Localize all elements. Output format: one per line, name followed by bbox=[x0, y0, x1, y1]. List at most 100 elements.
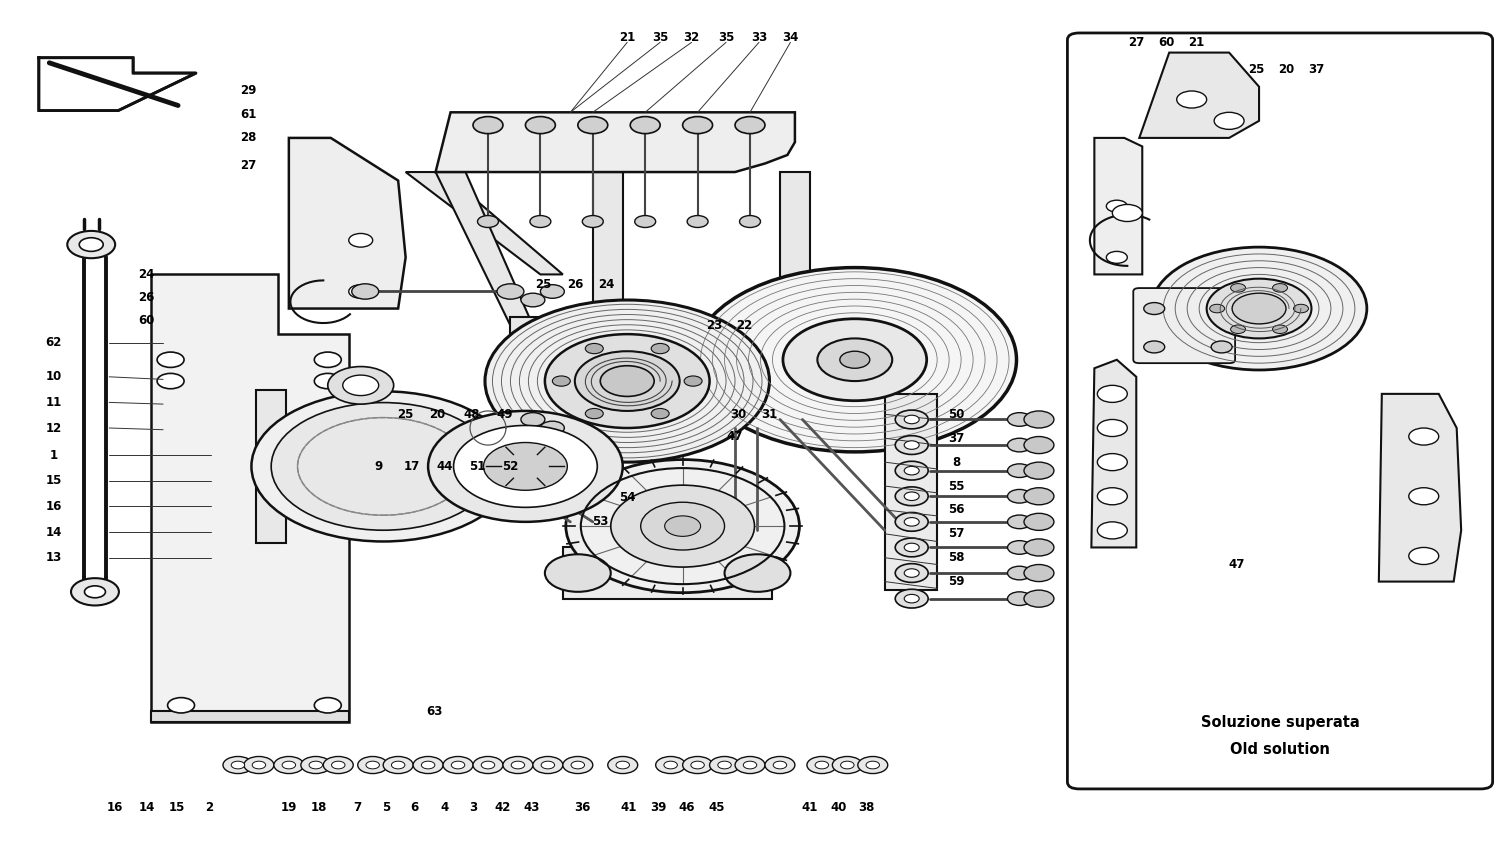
Circle shape bbox=[1024, 488, 1054, 505]
Text: 62: 62 bbox=[45, 336, 62, 349]
Circle shape bbox=[1008, 541, 1032, 555]
Circle shape bbox=[608, 757, 638, 774]
Circle shape bbox=[244, 757, 274, 774]
Circle shape bbox=[532, 757, 562, 774]
Text: 7: 7 bbox=[354, 801, 362, 814]
FancyBboxPatch shape bbox=[1134, 288, 1234, 363]
Circle shape bbox=[1113, 205, 1143, 222]
Circle shape bbox=[1272, 283, 1287, 292]
Text: 25: 25 bbox=[536, 278, 552, 291]
Circle shape bbox=[600, 366, 654, 396]
Circle shape bbox=[1107, 200, 1128, 212]
Circle shape bbox=[1144, 341, 1164, 353]
Polygon shape bbox=[510, 317, 585, 437]
Text: 22: 22 bbox=[736, 319, 752, 332]
Circle shape bbox=[540, 421, 564, 435]
Polygon shape bbox=[562, 548, 772, 598]
Text: Soluzione superata: Soluzione superata bbox=[1200, 715, 1359, 730]
Circle shape bbox=[483, 443, 567, 490]
Circle shape bbox=[682, 116, 712, 134]
Circle shape bbox=[616, 761, 630, 769]
Circle shape bbox=[542, 761, 555, 769]
Text: 9: 9 bbox=[375, 460, 382, 473]
Circle shape bbox=[520, 294, 544, 306]
Polygon shape bbox=[1092, 360, 1137, 548]
Text: Old solution: Old solution bbox=[1230, 742, 1330, 758]
Circle shape bbox=[540, 285, 564, 298]
Text: 32: 32 bbox=[684, 31, 699, 44]
Circle shape bbox=[520, 413, 544, 426]
Circle shape bbox=[427, 411, 622, 522]
Circle shape bbox=[348, 234, 372, 247]
Text: 8: 8 bbox=[952, 455, 960, 468]
Text: 42: 42 bbox=[495, 801, 512, 814]
Text: 12: 12 bbox=[45, 421, 62, 435]
Text: 58: 58 bbox=[948, 551, 964, 564]
Circle shape bbox=[904, 415, 920, 424]
Polygon shape bbox=[290, 138, 405, 308]
Circle shape bbox=[740, 216, 760, 228]
Circle shape bbox=[1230, 283, 1245, 292]
Circle shape bbox=[687, 216, 708, 228]
Circle shape bbox=[904, 467, 920, 475]
Circle shape bbox=[772, 761, 786, 769]
Text: 16: 16 bbox=[45, 500, 62, 513]
Circle shape bbox=[1024, 462, 1054, 479]
Text: 11: 11 bbox=[45, 396, 62, 409]
Circle shape bbox=[1024, 539, 1054, 556]
Circle shape bbox=[651, 408, 669, 419]
Circle shape bbox=[858, 757, 888, 774]
Circle shape bbox=[224, 757, 254, 774]
Circle shape bbox=[865, 761, 879, 769]
Circle shape bbox=[472, 116, 502, 134]
Circle shape bbox=[503, 757, 532, 774]
Circle shape bbox=[896, 589, 928, 608]
Circle shape bbox=[630, 116, 660, 134]
Circle shape bbox=[904, 518, 920, 526]
Text: 25: 25 bbox=[1248, 63, 1264, 76]
Circle shape bbox=[392, 761, 405, 769]
Text: 27: 27 bbox=[1128, 36, 1144, 49]
Circle shape bbox=[168, 698, 195, 713]
Text: 49: 49 bbox=[496, 407, 513, 421]
Circle shape bbox=[1024, 590, 1054, 607]
Polygon shape bbox=[152, 275, 348, 722]
Text: 21: 21 bbox=[1188, 36, 1204, 49]
Circle shape bbox=[783, 318, 927, 401]
Circle shape bbox=[735, 116, 765, 134]
Circle shape bbox=[896, 563, 928, 582]
Circle shape bbox=[482, 761, 495, 769]
Circle shape bbox=[1024, 564, 1054, 581]
Text: 52: 52 bbox=[503, 460, 519, 473]
Text: 59: 59 bbox=[948, 575, 964, 588]
Circle shape bbox=[332, 761, 345, 769]
Circle shape bbox=[80, 238, 104, 252]
Polygon shape bbox=[592, 172, 622, 360]
Circle shape bbox=[896, 513, 928, 532]
Text: 60: 60 bbox=[1158, 36, 1174, 49]
Circle shape bbox=[231, 761, 244, 769]
Circle shape bbox=[682, 757, 712, 774]
Text: 60: 60 bbox=[138, 314, 154, 327]
Circle shape bbox=[525, 116, 555, 134]
Text: 35: 35 bbox=[652, 31, 669, 44]
Circle shape bbox=[1098, 385, 1128, 402]
Circle shape bbox=[477, 216, 498, 228]
Text: 19: 19 bbox=[280, 801, 297, 814]
Circle shape bbox=[904, 594, 920, 603]
Text: 31: 31 bbox=[762, 407, 777, 421]
Circle shape bbox=[656, 757, 686, 774]
Circle shape bbox=[1008, 566, 1032, 580]
Circle shape bbox=[512, 761, 525, 769]
Text: 50: 50 bbox=[948, 407, 964, 421]
Text: 28: 28 bbox=[240, 132, 256, 145]
Polygon shape bbox=[885, 394, 938, 590]
Circle shape bbox=[1008, 413, 1032, 426]
Text: 13: 13 bbox=[45, 551, 62, 564]
Text: 10: 10 bbox=[45, 371, 62, 383]
Circle shape bbox=[158, 373, 184, 389]
Circle shape bbox=[1230, 325, 1245, 334]
Circle shape bbox=[1272, 325, 1287, 334]
Circle shape bbox=[640, 502, 724, 550]
Circle shape bbox=[735, 757, 765, 774]
